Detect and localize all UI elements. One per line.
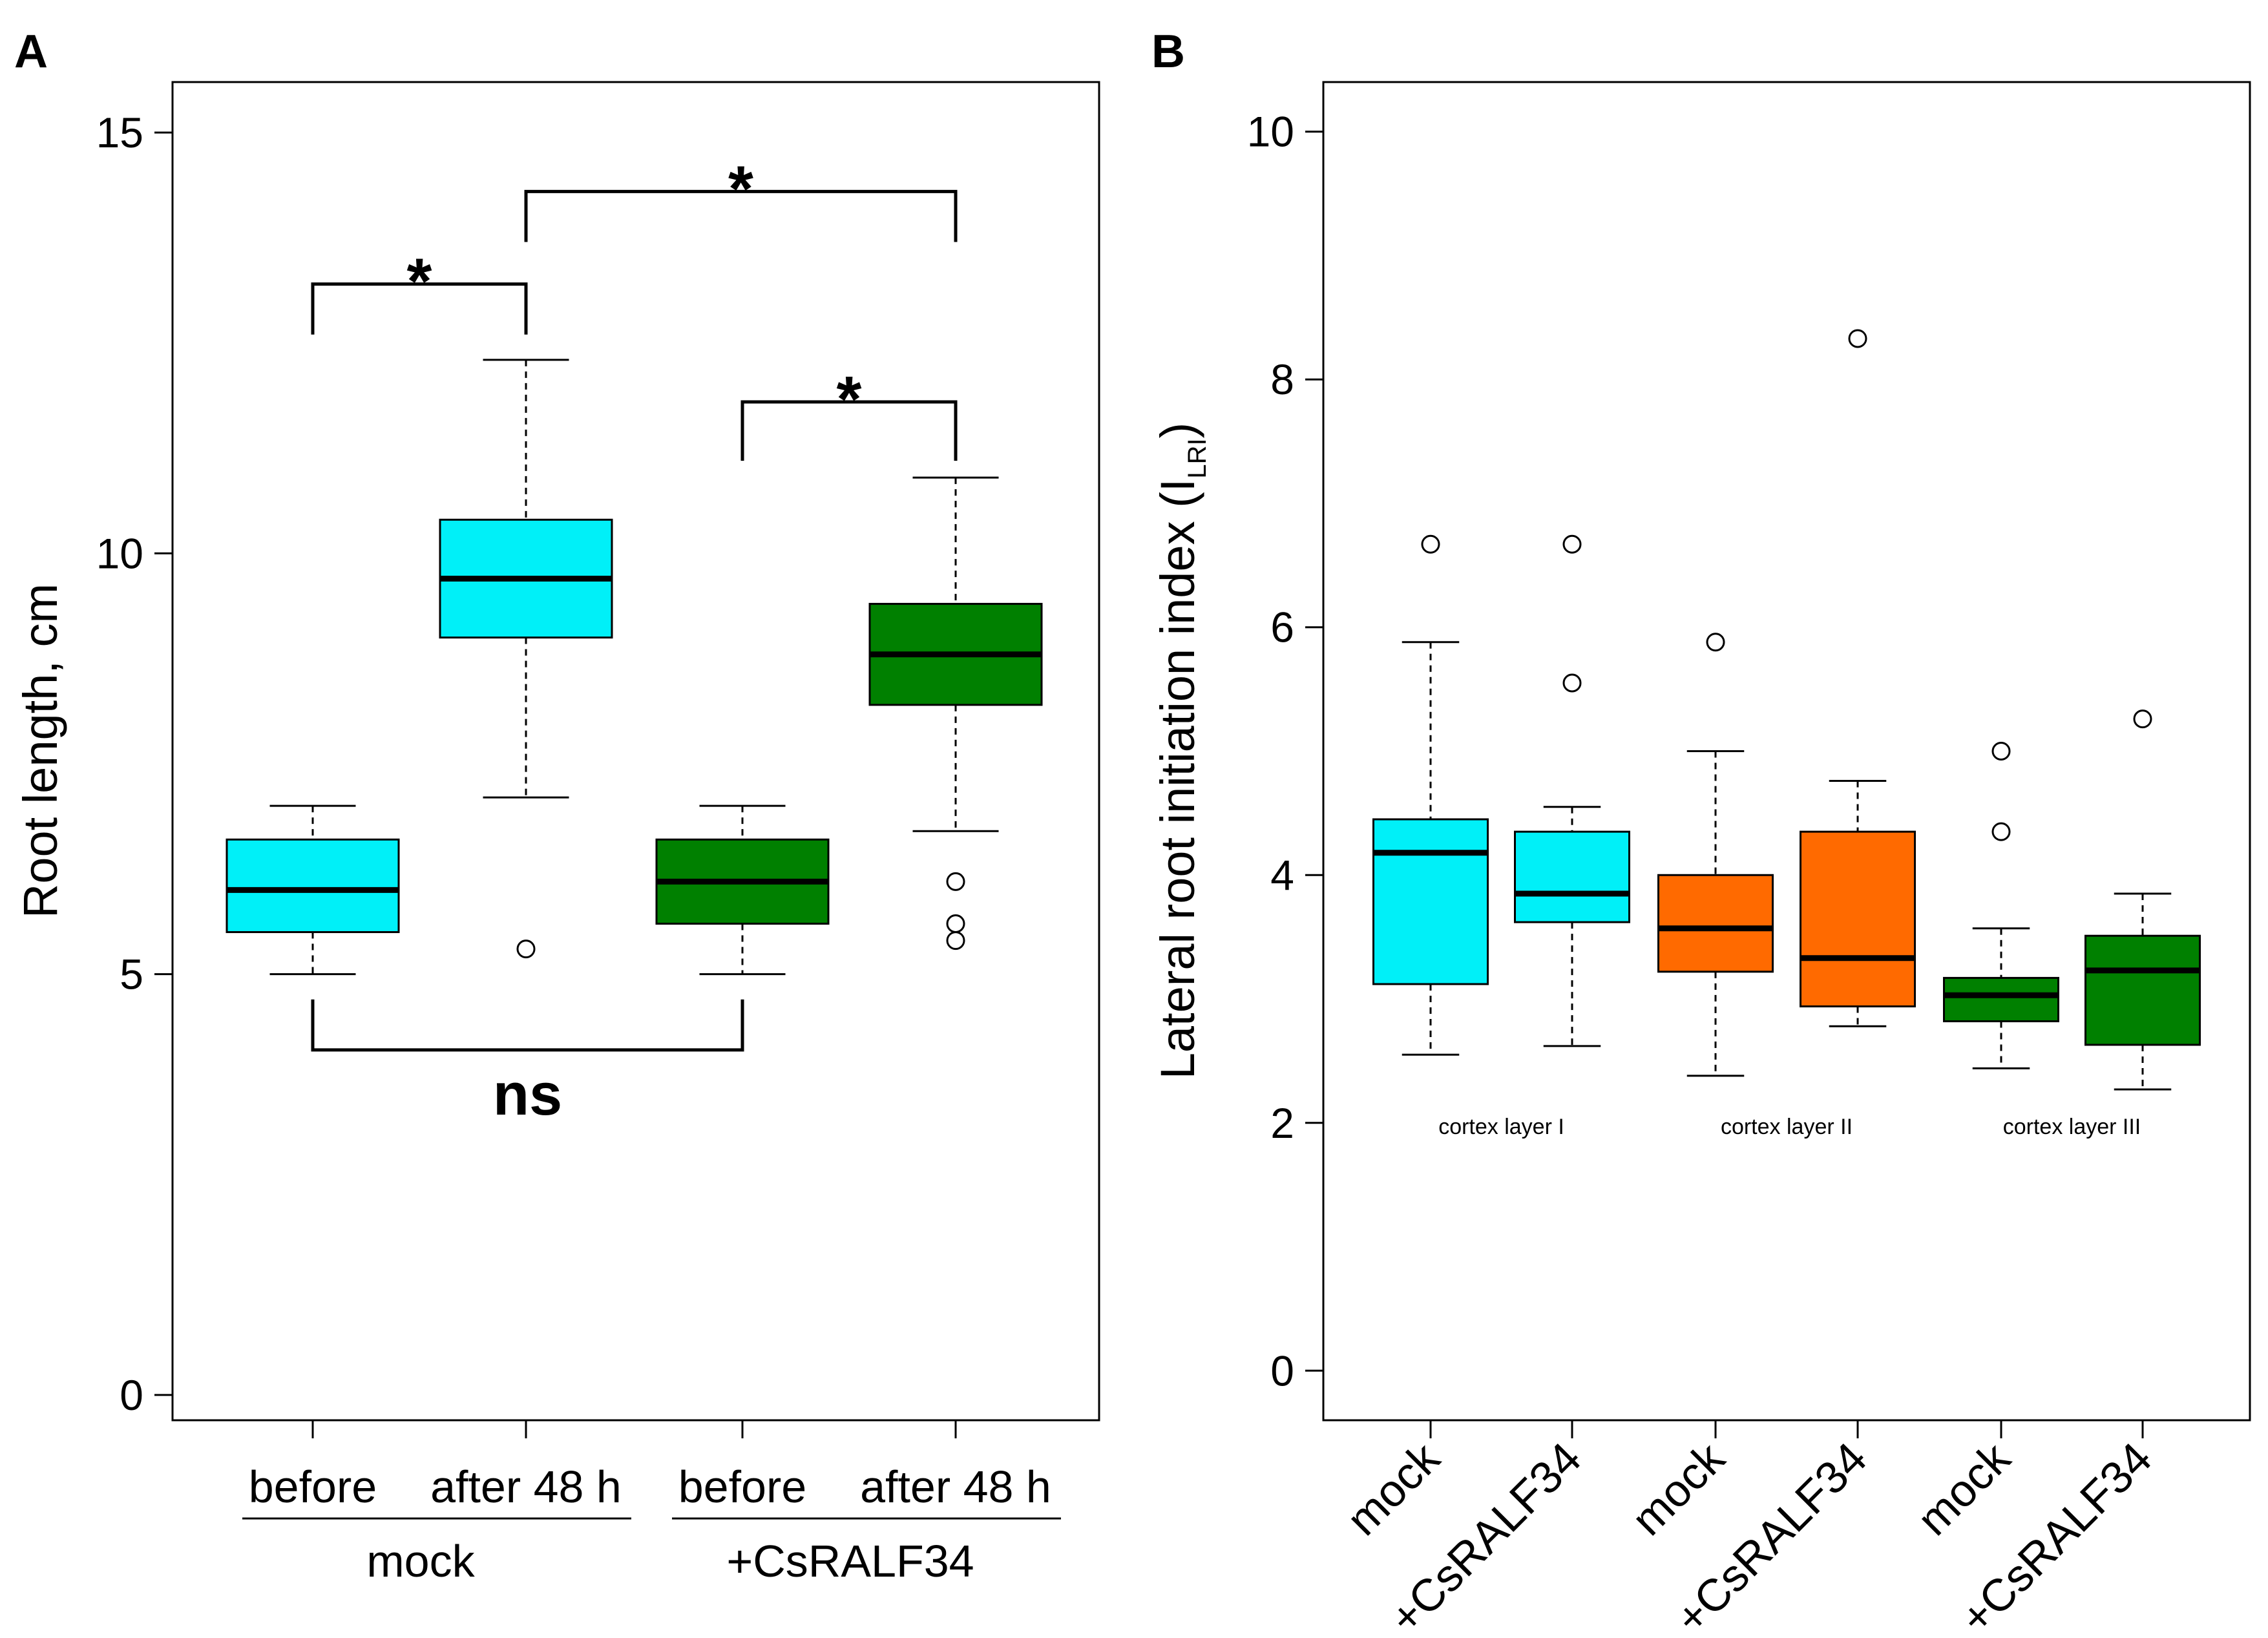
panel-b-x-tick-label: mock (1622, 1433, 1734, 1545)
panel-b-letter: B (1151, 26, 1185, 78)
panel-b-outlier-point (2133, 709, 2152, 729)
panel-b-chart: Lateral root initiation index (ILRI) 0 2 4… (1151, 81, 2251, 1638)
panel-a-group-label: mock (366, 1536, 475, 1586)
panel-a-x-tick-label: before (249, 1462, 377, 1512)
panel-a-x-tick-label: before (678, 1462, 806, 1512)
panel-a-significance-bracket (311, 999, 744, 1052)
panel-b-y-tick-label: 0 (1270, 1347, 1294, 1394)
panel-b-y-axis-label-subscript: LRI (1183, 438, 1212, 478)
panel-b-outlier-point (1421, 534, 1440, 554)
panel-a-y-tick-label: 15 (96, 109, 143, 156)
panel-a-significance-star: * (728, 152, 753, 225)
panel-b-outlier-point (1706, 633, 1725, 652)
panel-a-significance-star: * (407, 246, 432, 318)
panel-a-group-label: +CsRALF34 (726, 1536, 974, 1586)
panel-b-box (1657, 874, 1774, 973)
panel-b-outlier-point (1848, 329, 1867, 348)
panel-a-significance-ns: ns (493, 1062, 562, 1128)
panel-a-outlier-point (516, 940, 536, 959)
panel-b-plot-frame (1322, 81, 2251, 1422)
panel-a-outlier-point (946, 872, 965, 891)
panel-b-outlier-point (1991, 822, 2011, 841)
panel-b-y-axis-label-main: Lateral root initiation index (I (1151, 479, 1204, 1080)
panel-b-box (1800, 830, 1916, 1008)
panel-a-y-tick-label: 5 (120, 950, 143, 998)
panel-a-letter: A (14, 26, 48, 78)
panel-a-box (226, 838, 400, 934)
panel-b-cortex-layer-label: cortex layer I (1438, 1115, 1564, 1139)
panel-a-y-axis-label: Root length, cm (14, 583, 67, 918)
panel-b-box (1514, 830, 1630, 923)
panel-a-outlier-point (946, 914, 965, 934)
panel-b-y-axis-label: Lateral root initiation index (ILRI) (1151, 423, 1212, 1080)
panel-a-x-tick-label: after 48 h (860, 1462, 1051, 1512)
panel-b-y-tick-label: 8 (1270, 355, 1294, 403)
panel-a-significance-bracket (311, 282, 528, 335)
panel-b-x-tick-label: mock (1337, 1433, 1449, 1545)
panel-b-y-tick-label: 4 (1270, 851, 1294, 899)
panel-b-box (1372, 818, 1489, 985)
panel-b-y-tick-label: 2 (1270, 1099, 1294, 1147)
panel-a-plot-frame (171, 81, 1100, 1422)
panel-a-significance-bracket (524, 189, 958, 242)
panel-a-y-tick-label: 0 (120, 1371, 143, 1419)
panel-b-box (1943, 976, 2059, 1023)
panel-a-chart: Root length, cm 0 5 10 15 before after 48 h be… (14, 81, 1100, 1586)
panel-b-y-axis-label-end: ) (1151, 423, 1204, 439)
panel-b-box (2084, 934, 2201, 1046)
panel-b-cortex-layer-label: cortex layer III (2003, 1115, 2141, 1139)
panel-b-y-tick-label: 6 (1270, 604, 1294, 651)
panel-b-cortex-layer-label: cortex layer II (1721, 1115, 1853, 1139)
panel-a-outlier-point (946, 931, 965, 950)
panel-a-y-tick-label: 10 (96, 529, 143, 577)
panel-b-outlier-point (1562, 673, 1582, 693)
panel-b-y-tick-label: 10 (1247, 108, 1294, 156)
panel-b-outlier-point (1562, 534, 1582, 554)
panel-b-x-tick-label: mock (1907, 1433, 2020, 1545)
panel-b-outlier-point (1991, 742, 2011, 761)
panel-a-x-tick-label: after 48 h (430, 1462, 622, 1512)
panel-a-significance-bracket (740, 400, 958, 461)
panel-a-significance-star: * (837, 363, 862, 436)
